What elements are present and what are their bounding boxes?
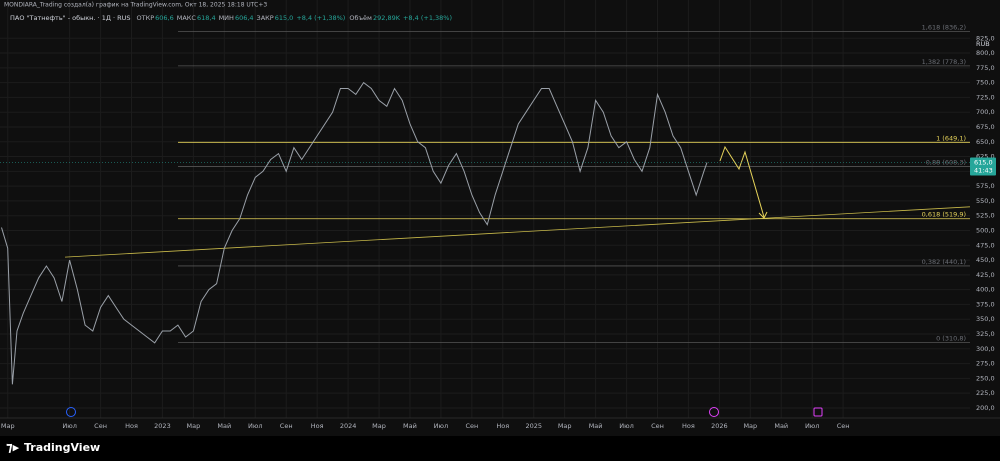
y-tick-label: 425,0 bbox=[976, 271, 995, 279]
x-tick-label: Июл bbox=[805, 422, 820, 430]
y-tick-label: 325,0 bbox=[976, 330, 995, 338]
grid bbox=[0, 0, 970, 418]
projection-arrow bbox=[758, 211, 768, 219]
dividend-icon[interactable] bbox=[66, 407, 76, 417]
y-tick-label: 525,0 bbox=[976, 212, 995, 220]
legend-value: 618,4 bbox=[197, 14, 216, 22]
fib-label: 1,382 (778,3) bbox=[922, 58, 966, 66]
y-tick-label: 700,0 bbox=[976, 108, 995, 116]
x-tick-label: Июл bbox=[62, 422, 77, 430]
fib-label: 1 (649,1) bbox=[936, 134, 966, 142]
y-tick-label: 775,0 bbox=[976, 64, 995, 72]
logo-mark: ⁊▸ bbox=[6, 441, 20, 456]
y-tick-label: 475,0 bbox=[976, 241, 995, 249]
x-tick-label: Сен bbox=[465, 422, 478, 430]
legend-value: 606,4 bbox=[235, 14, 254, 22]
x-tick-label: Сен bbox=[837, 422, 850, 430]
price-axis bbox=[970, 0, 1000, 418]
y-tick-label: 275,0 bbox=[976, 360, 995, 368]
x-tick-label: Мар bbox=[372, 422, 386, 430]
legend-key: ЗАКР bbox=[257, 14, 274, 22]
legend-key: Объём bbox=[349, 14, 372, 22]
legend-value: 615,0 bbox=[275, 14, 294, 22]
x-tick-label: Июл bbox=[434, 422, 449, 430]
x-tick-label: 2023 bbox=[154, 422, 171, 430]
x-tick-label: Июл bbox=[248, 422, 263, 430]
y-tick-label: 725,0 bbox=[976, 93, 995, 101]
event-icon[interactable] bbox=[709, 407, 719, 417]
x-tick-label: Ноя bbox=[682, 422, 695, 430]
y-tick-label: 750,0 bbox=[976, 79, 995, 87]
plot bbox=[1, 31, 971, 385]
legend-key: ОТКР bbox=[137, 14, 155, 22]
legend-key: МИН bbox=[219, 14, 234, 22]
last-price-box bbox=[970, 157, 996, 176]
y-tick-label: 250,0 bbox=[976, 374, 995, 382]
y-tick-label: 625,0 bbox=[976, 153, 995, 161]
x-tick-label: Ноя bbox=[496, 422, 509, 430]
footer bbox=[0, 436, 1000, 461]
x-tick-label: 2026 bbox=[711, 422, 728, 430]
x-tick-label: Мар bbox=[558, 422, 572, 430]
y-tick-label: 800,0 bbox=[976, 49, 995, 57]
fib-label: 0,618 (519,9) bbox=[922, 211, 966, 219]
x-tick-label: Мар bbox=[187, 422, 201, 430]
x-tick-label: Ноя bbox=[311, 422, 324, 430]
trend-line bbox=[64, 206, 971, 258]
x-tick-label: Мар bbox=[1, 422, 15, 430]
x-tick-label: Май bbox=[217, 422, 231, 430]
y-tick-label: 650,0 bbox=[976, 138, 995, 146]
y-tick-label: 375,0 bbox=[976, 300, 995, 308]
symbol: ПАО "Татнефть" - обыкн. · 1Д · RUS bbox=[10, 14, 131, 22]
countdown: 41:43 bbox=[974, 166, 993, 174]
legend-value: 606,6 bbox=[155, 14, 174, 22]
legend-key: МАКС bbox=[177, 14, 197, 22]
price-line bbox=[1, 81, 708, 385]
fib-label: 1,618 (836,2) bbox=[922, 24, 966, 32]
y-tick-label: 550,0 bbox=[976, 197, 995, 205]
y-tick-label: 350,0 bbox=[976, 315, 995, 323]
fib-label: 0 (310,8) bbox=[936, 334, 966, 342]
fib-label: 0,382 (440,1) bbox=[922, 258, 966, 266]
x-tick-label: Сен bbox=[94, 422, 107, 430]
y-tick-label: 225,0 bbox=[976, 389, 995, 397]
x-tick-label: Мар bbox=[743, 422, 757, 430]
y-tick-label: 400,0 bbox=[976, 286, 995, 294]
legend-change: +8,4 (+1,38%) bbox=[403, 14, 452, 22]
projection bbox=[719, 145, 765, 218]
x-tick-label: Сен bbox=[651, 422, 664, 430]
y-tick-label: 300,0 bbox=[976, 345, 995, 353]
y-tick-label: 450,0 bbox=[976, 256, 995, 264]
x-tick-label: Май bbox=[589, 422, 603, 430]
legend-value: 292,89K bbox=[373, 14, 401, 22]
x-tick-label: Июл bbox=[619, 422, 634, 430]
y-tick-label: 575,0 bbox=[976, 182, 995, 190]
y-tick-label: 825,0 bbox=[976, 34, 995, 42]
header: MONDIARA_Trading создал(а) график на Tra… bbox=[4, 2, 267, 9]
legend-change: +8,4 (+1,38%) bbox=[296, 14, 345, 22]
y-tick-label: 675,0 bbox=[976, 123, 995, 131]
x-tick-label: 2025 bbox=[525, 422, 542, 430]
y-tick-label: 500,0 bbox=[976, 226, 995, 234]
y-tick-label: 200,0 bbox=[976, 404, 995, 412]
x-tick-label: Май bbox=[774, 422, 788, 430]
earnings-icon[interactable] bbox=[813, 407, 823, 417]
x-tick-label: Май bbox=[403, 422, 417, 430]
x-tick-label: 2024 bbox=[340, 422, 357, 430]
x-tick-label: Сен bbox=[280, 422, 293, 430]
currency: RUB bbox=[976, 40, 990, 48]
last-price-label: 615,0 bbox=[974, 158, 993, 166]
brand: TradingView bbox=[24, 441, 100, 454]
x-tick-label: Ноя bbox=[125, 422, 138, 430]
